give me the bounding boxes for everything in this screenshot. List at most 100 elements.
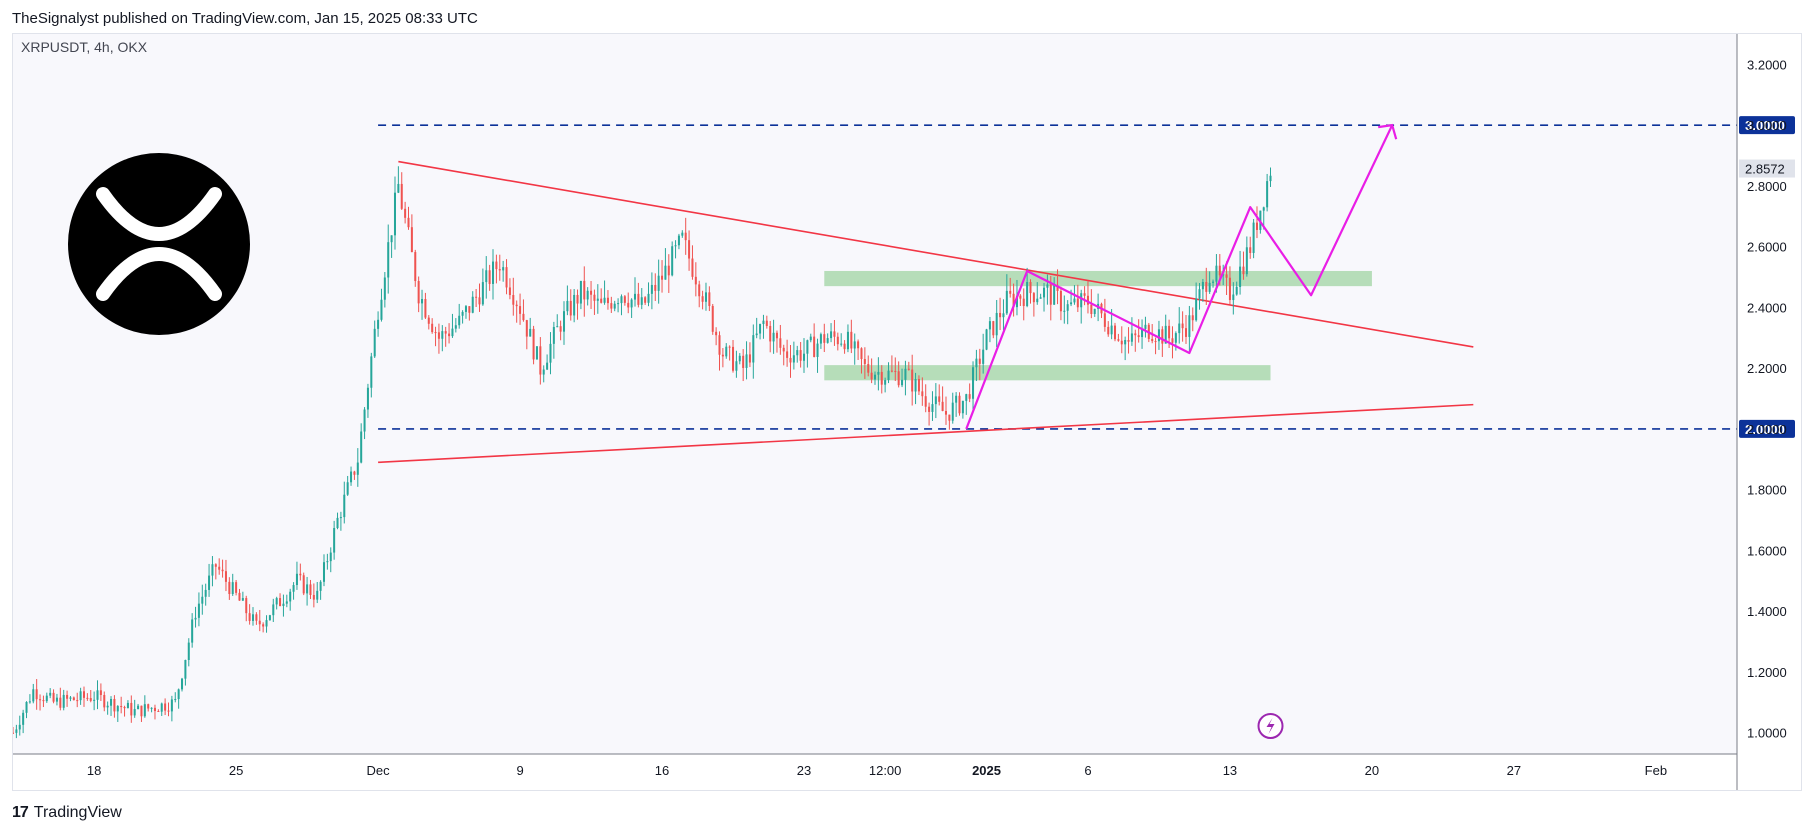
- tradingview-brand[interactable]: 17 TradingView: [12, 804, 122, 822]
- candle-body: [704, 292, 707, 302]
- candle-body: [1015, 295, 1018, 308]
- candle-body: [792, 355, 795, 363]
- candle-body: [498, 269, 501, 271]
- candle-body: [35, 689, 38, 700]
- candle-body: [485, 270, 488, 283]
- candle-body: [1026, 282, 1029, 307]
- candle-body: [454, 325, 457, 329]
- tradingview-logo-icon: 17: [12, 804, 29, 821]
- candle-body: [224, 571, 227, 582]
- candle-body: [549, 343, 552, 363]
- candle-body: [924, 396, 927, 407]
- candle-body: [1228, 277, 1231, 301]
- y-tick-label: 1.6000: [1747, 543, 1787, 558]
- candle-body: [157, 711, 160, 713]
- candle-body: [62, 694, 65, 708]
- candle-body: [221, 569, 224, 572]
- candle-body: [140, 705, 143, 717]
- candle-body: [475, 296, 478, 298]
- candle-body: [542, 369, 545, 375]
- candle-body: [370, 356, 373, 388]
- candle-body: [147, 704, 150, 709]
- y-tick-label: 1.2000: [1747, 665, 1787, 680]
- candle-body: [880, 371, 883, 385]
- candle-body: [1242, 266, 1245, 275]
- candle-body: [728, 346, 731, 348]
- y-tick-label: 2.6000: [1747, 240, 1787, 255]
- candle-body: [1252, 222, 1255, 253]
- candle-body: [322, 562, 326, 582]
- candle-body: [22, 712, 25, 725]
- candle-body: [1188, 315, 1191, 337]
- candle-body: [329, 552, 332, 562]
- level-label: 3.0000: [1745, 118, 1785, 133]
- y-tick-label: 3.0000: [1747, 118, 1787, 133]
- price-chart[interactable]: 3.0000 2.0000 1.0000 1.2000 1.4000 1.6000 1.8…: [13, 34, 1801, 790]
- x-tick-label: 9: [516, 763, 523, 778]
- candle-body: [1212, 281, 1215, 283]
- candle-body: [850, 331, 853, 349]
- xrp-logo-icon: [68, 153, 250, 335]
- candle-body: [890, 370, 893, 372]
- x-tick-label: 13: [1223, 763, 1237, 778]
- candle-body: [170, 699, 173, 712]
- x-tick-label: Feb: [1645, 763, 1667, 778]
- candle-body: [1262, 207, 1265, 211]
- candle-body: [654, 284, 657, 291]
- candle-body: [268, 615, 271, 621]
- candle-body: [1053, 285, 1056, 305]
- candle-body: [76, 700, 79, 702]
- candle-body: [99, 690, 102, 696]
- candle-body: [400, 183, 403, 209]
- candle-body: [42, 700, 45, 702]
- candle-body: [390, 235, 393, 243]
- candle-body: [738, 355, 741, 362]
- candle-body: [799, 350, 802, 361]
- candle-body: [282, 603, 285, 606]
- candle-body: [407, 217, 410, 228]
- projection-path: [965, 124, 1394, 430]
- candle-body: [732, 346, 735, 371]
- candle-body: [897, 371, 900, 386]
- candle-body: [116, 706, 119, 712]
- candle-body: [1113, 325, 1117, 340]
- candle-body: [275, 598, 278, 605]
- candle-body: [103, 695, 106, 708]
- candle-body: [363, 409, 366, 432]
- candle-body: [877, 371, 880, 375]
- candle-body: [566, 300, 569, 312]
- upper-support-zone: [824, 270, 1372, 287]
- candle-body: [623, 296, 626, 303]
- candle-body: [978, 358, 981, 364]
- candle-body: [698, 284, 701, 297]
- candle-body: [982, 349, 985, 364]
- candle-body: [1215, 265, 1218, 282]
- candle-body: [262, 624, 265, 627]
- candle-body: [187, 642, 190, 660]
- candle-body: [684, 232, 687, 241]
- candle-body: [802, 353, 806, 361]
- candle-body: [201, 596, 204, 604]
- candle-body: [1184, 328, 1188, 337]
- candle-body: [1154, 341, 1157, 343]
- candle-body: [901, 379, 904, 386]
- candle-body: [424, 299, 427, 318]
- candle-body: [775, 332, 778, 339]
- candle-body: [32, 689, 35, 702]
- candle-body: [873, 374, 877, 380]
- candle-body: [985, 329, 988, 350]
- candle-body: [630, 299, 633, 308]
- candle-body: [1161, 329, 1164, 344]
- candle-body: [279, 598, 282, 606]
- candle-body: [647, 293, 650, 303]
- candle-body: [958, 395, 961, 414]
- candle-body: [515, 304, 518, 307]
- y-tick-label: 1.8000: [1747, 483, 1787, 498]
- candle-body: [1019, 295, 1022, 299]
- candle-body: [1249, 247, 1252, 253]
- candle-body: [711, 305, 714, 332]
- chart-pane[interactable]: 3.0000 2.0000 1.0000 1.2000 1.4000 1.6000 1.8…: [12, 33, 1802, 791]
- candle-body: [914, 378, 917, 392]
- candle-body: [657, 275, 660, 291]
- candle-body: [715, 331, 718, 336]
